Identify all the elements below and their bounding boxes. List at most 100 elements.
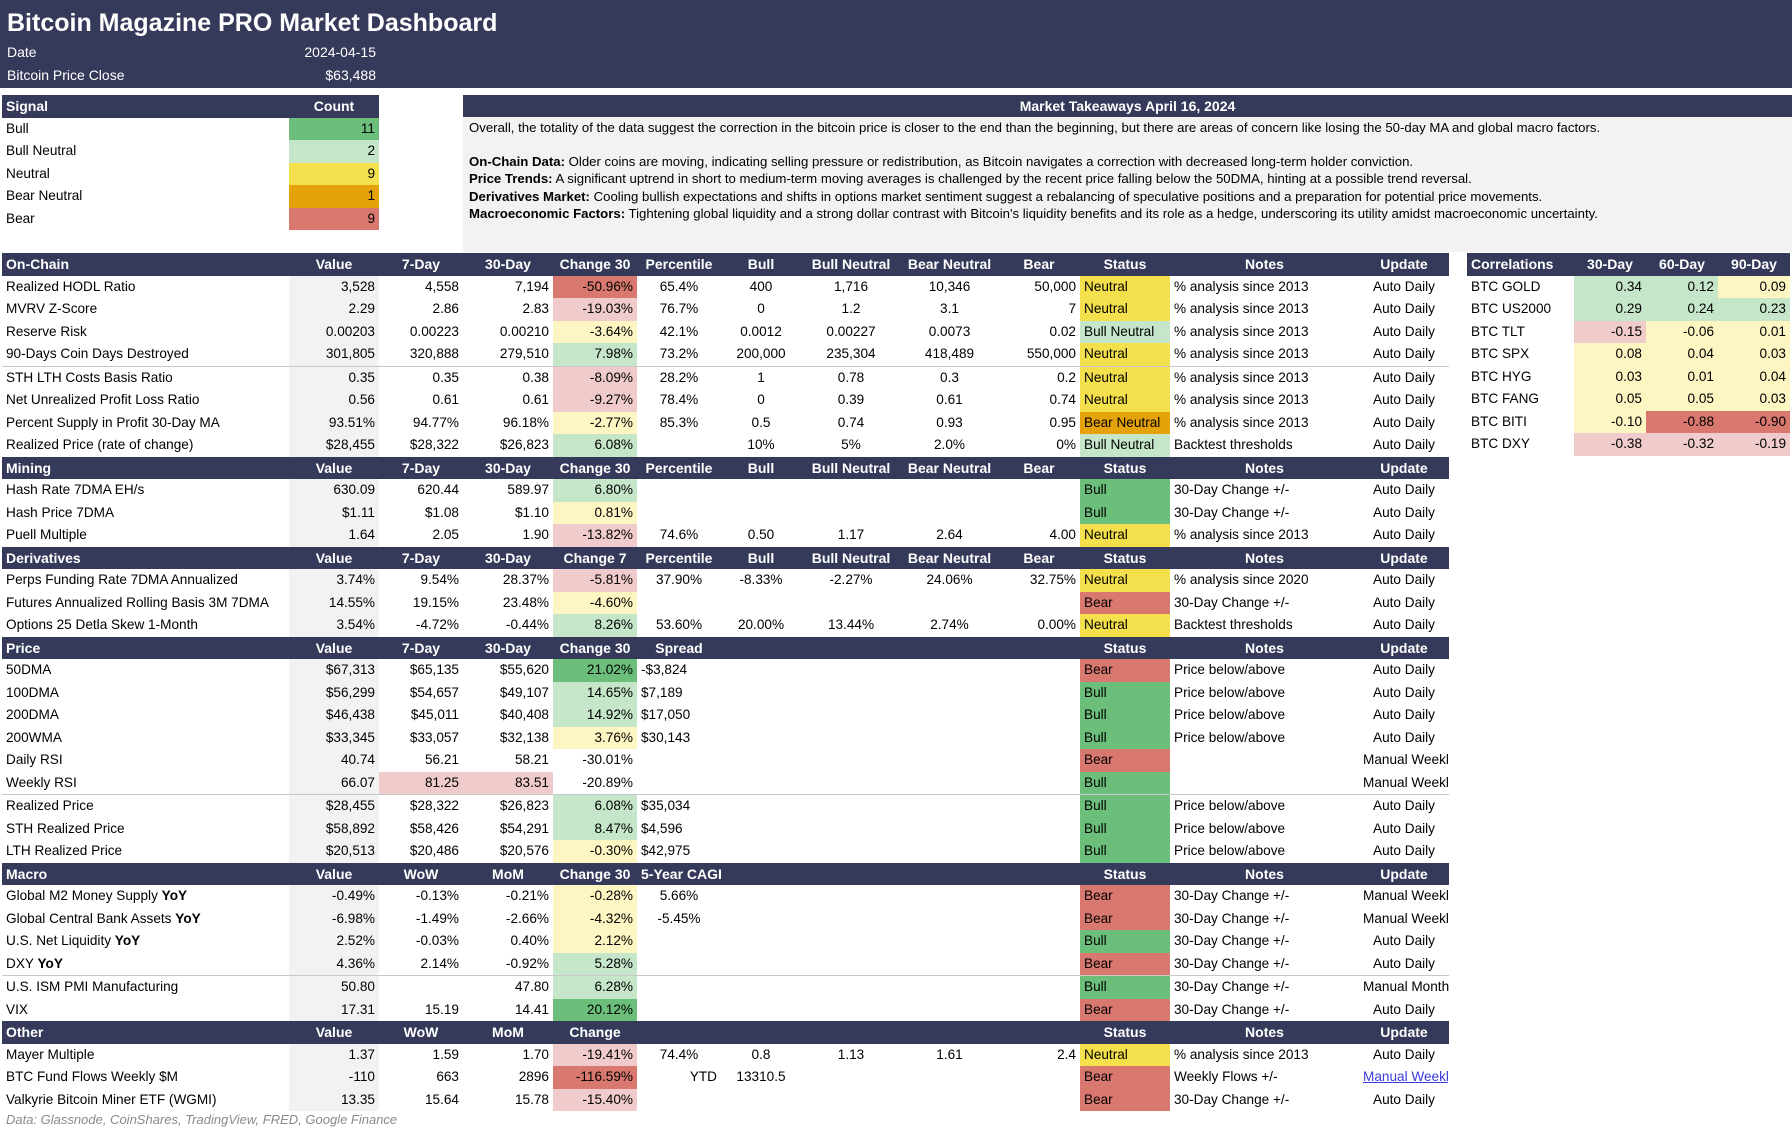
correlation-value: 0.08 [1574,343,1646,366]
column-header: Percentile [637,253,721,276]
metric-label: Valkyrie Bitcoin Miner ETF (WGMI) [6,1091,217,1107]
status-badge: Bull [1080,930,1170,953]
bull-neutral-threshold [801,930,901,953]
thirty-day-cell: 2896 [518,1069,549,1084]
column-header: Status [1080,546,1170,569]
bear-neutral-threshold [901,749,998,772]
notes-cell: 30-Day Change +/- [1174,482,1290,497]
column-header: Value [289,862,379,885]
status-badge: Bear [1080,659,1170,682]
column-header: 7-Day [379,253,463,276]
metric-label: 200WMA [6,729,62,745]
bull-neutral-threshold [801,885,901,908]
metric-name: Realized HODL Ratio [2,276,289,299]
bull-neutral-threshold [801,727,901,750]
signal-name: Bear [6,210,35,226]
bear-neutral-threshold: 2.64 [936,527,963,542]
bear-neutral-threshold: 3.1 [940,301,959,316]
thirty-day-cell: 28.37% [502,572,549,587]
metric-name: 200DMA [2,704,289,727]
correlation-value: 0.23 [1718,298,1790,321]
metric-name: STH LTH Costs Basis Ratio [2,365,289,389]
indicator-row: U.S. Net Liquidity YoY 2.52% -0.03% 0.40% 2.… [2,930,1449,953]
update-cell: Auto Daily [1373,1001,1435,1017]
percentile-cell: 74.6% [659,527,699,542]
change-cell: -2.77% [553,411,637,434]
manual-weekly-link[interactable]: Manual Weekly 4/15 [1363,1069,1449,1084]
indicator-row: Global Central Bank Assets YoY -6.98% -1.4… [2,907,1449,930]
bear-threshold: 0% [1056,437,1076,452]
correlation-value: -0.10 [1574,410,1646,433]
thirty-day-cell: 7,194 [514,278,549,294]
value-cell: 1.64 [289,524,379,547]
percentile-cell: $4,596 [641,820,683,836]
status-badge: Neutral [1080,1043,1170,1066]
correlation-pair: BTC GOLD [1471,278,1541,294]
correlation-value: -0.88 [1646,410,1718,433]
update-cell: Auto Daily [1373,572,1435,587]
thirty-day-cell: 0.00210 [499,323,549,339]
bear-threshold [998,1066,1080,1089]
notes-cell: 30-Day Change +/- [1174,910,1290,926]
status-badge: Bull Neutral [1080,434,1170,457]
signal-count-table: Signal Count Bull 11 Bull Neutral 2 Neutral 9… [2,95,379,230]
percentile-cell: -$3,824 [641,662,688,677]
metric-label: STH LTH Costs Basis Ratio [6,369,173,385]
column-header: Value [289,253,379,276]
indicator-row: 200WMA $33,345 $33,057 $32,138 3.76% $30,143 B… [2,726,1449,750]
update-cell: Manual Monthly 4/1 [1359,975,1449,999]
bear-threshold: 7 [1068,301,1076,316]
bull-neutral-threshold [801,1089,901,1112]
bear-neutral-threshold [901,727,998,750]
status-badge: Bull [1080,840,1170,863]
correlation-value: -0.15 [1574,320,1646,343]
column-header: Percentile [637,456,721,479]
metric-label: Puell Multiple [6,527,87,542]
percentile-cell [637,592,721,615]
seven-day-cell: $28,322 [409,437,459,452]
metric-label: U.S. ISM PMI Manufacturing [6,979,179,994]
bull-neutral-threshold [801,502,901,525]
column-header: 30-Day [463,636,553,659]
thirty-day-cell: $1.10 [514,504,549,520]
update-cell: Manual Weekly 4/16 [1363,752,1449,767]
change-cell: -9.27% [553,389,637,412]
thirty-day-cell: 0.40% [510,933,549,948]
bull-threshold [721,794,801,818]
bull-neutral-threshold: 1.17 [837,527,865,542]
metric-label: Reserve Risk [6,323,87,339]
correlation-row: BTC SPX 0.08 0.04 0.03 [1467,343,1790,366]
update-cell: Auto Daily [1373,346,1435,361]
bear-threshold [998,727,1080,750]
value-cell: 17.31 [289,998,379,1021]
market-takeaways-panel: Market Takeaways April 16, 2024 Overall,… [463,95,1792,252]
update-cell: Auto Daily [1373,684,1435,700]
change-cell: -15.40% [553,1088,637,1111]
bull-threshold: 0.5 [751,414,771,430]
section-header-row: Other Value WoW MoM Change Status Notes Update [2,1021,1449,1044]
change-cell: -30.01% [582,752,633,767]
percentile-cell: $30,143 [641,729,691,745]
section-name: Price [2,636,289,659]
bear-neutral-threshold [901,953,998,976]
value-cell: 93.51% [289,411,379,434]
section-name: On-Chain [2,253,289,276]
value-cell: 66.07 [289,771,379,795]
notes-cell: Price below/above [1174,684,1286,700]
status-badge: Bear [1080,998,1170,1021]
thirty-day-cell: $26,823 [499,437,549,452]
metric-label: MVRV Z-Score [6,301,98,316]
takeaway-text: Tightening global liquidity and a strong… [625,205,1598,221]
seven-day-cell: 15.64 [424,1091,459,1107]
bear-threshold: 0.2 [998,365,1080,389]
metric-name: Perps Funding Rate 7DMA Annualized [2,569,289,592]
notes-cell: % analysis since 2013 [1174,346,1309,361]
bull-threshold: 1 [721,365,801,389]
thirty-day-cell: -0.44% [505,617,549,632]
value-cell: 2.52% [289,930,379,953]
metric-name: Realized Price (rate of change) [2,434,289,457]
column-header: Notes [1170,546,1359,569]
metric-label: LTH Realized Price [6,843,123,858]
page-title: Bitcoin Magazine PRO Market Dashboard [7,9,498,37]
column-header: Bull Neutral [801,456,901,479]
